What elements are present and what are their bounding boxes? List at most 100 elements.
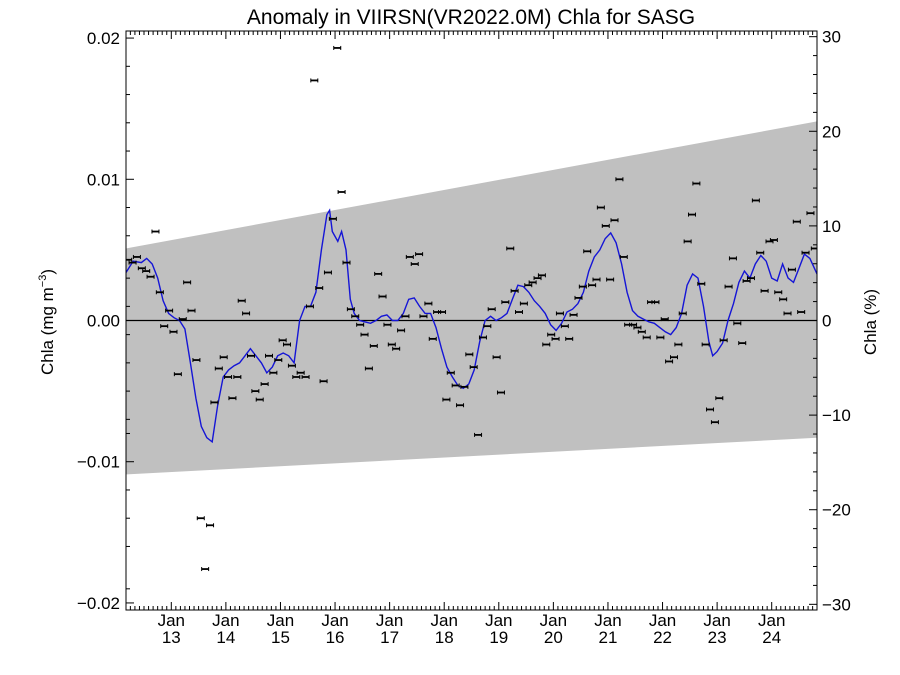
data-point [196,516,205,521]
data-point [542,342,551,347]
data-point [642,335,651,340]
data-point [724,284,733,289]
data-point [219,355,228,360]
data-point [487,307,496,312]
data-point [337,189,346,194]
data-point [296,370,305,375]
data-point [155,290,164,295]
x-tick-label-month: Jan [158,611,185,630]
data-point [779,297,788,302]
data-point [315,286,324,291]
data-point [278,338,287,343]
left-axis-label-exponent: −3 [37,275,49,288]
data-point [424,301,433,306]
data-point [183,280,192,285]
data-point [442,397,451,402]
data-point [260,382,269,387]
data-point [342,260,351,265]
data-point [537,273,546,278]
data-point [456,403,465,408]
data-point [565,336,574,341]
data-point [478,335,487,340]
data-point [160,324,169,329]
data-point [305,304,314,309]
x-tick-label-year: 18 [435,628,454,647]
left-tick-label: 0.01 [87,170,120,189]
x-tick-label-year: 24 [762,628,781,647]
data-point [683,239,692,244]
data-point [465,352,474,357]
data-point [333,45,342,50]
data-point [596,205,605,210]
data-point [178,317,187,322]
data-point [610,218,619,223]
left-axis-label-suffix: ) [38,269,57,275]
data-point [555,311,564,316]
x-tick-label-month: Jan [540,611,567,630]
data-point [233,374,242,379]
right-tick-label: −30 [822,595,851,614]
data-point [392,346,401,351]
data-point [255,397,264,402]
x-tick-label-month: Jan [430,611,457,630]
left-axis-label: Chla (mg m−3) [37,269,57,375]
data-point [142,269,151,274]
data-point [251,389,260,394]
data-point [496,390,505,395]
data-point [469,365,478,370]
data-point [356,322,365,327]
data-point [801,250,810,255]
x-tick-label-month: Jan [758,611,785,630]
data-point [126,257,133,262]
data-point [374,271,383,276]
data-point [201,567,210,572]
data-point [774,290,783,295]
x-tick-label-year: 20 [544,628,563,647]
data-point [651,300,660,305]
data-point [619,254,628,259]
data-point [615,177,624,182]
left-tick-label: 0.02 [87,29,120,48]
data-point [583,249,592,254]
plot-area: 0.02 0.01 0.00 −0.01 −0.02 30 20 10 0 −10 −20 −30 Ja… [77,28,851,647]
data-point [519,301,528,306]
data-point [483,324,492,329]
right-tick-label: −20 [822,501,851,520]
data-point [132,254,141,259]
x-tick-label-month: Jan [649,611,676,630]
data-point [274,358,283,363]
data-point [660,317,669,322]
x-tick-label-month: Jan [594,611,621,630]
data-point [474,432,483,437]
data-point [506,246,515,251]
data-point [346,307,355,312]
x-tick-label-month: Jan [267,611,294,630]
data-point [528,280,537,285]
data-point [524,283,533,288]
x-tick-label-year: 22 [653,628,672,647]
right-axis-label: Chla (%) [861,289,880,355]
x-tick-label-year: 13 [162,628,181,647]
data-point [410,262,419,267]
data-point [678,311,687,316]
data-point [146,274,155,279]
x-tick-label-month: Jan [212,611,239,630]
right-tick-label: 10 [822,217,841,236]
data-point [501,300,510,305]
data-point [428,336,437,341]
data-point [137,266,146,271]
data-point [438,310,447,315]
data-point [710,420,719,425]
series-line-smoothed [126,208,817,444]
data-point [760,288,769,293]
data-point [351,314,360,319]
data-point [214,366,223,371]
left-tick-label: −0.02 [77,594,120,613]
data-point [360,332,369,337]
data-point [733,321,742,326]
data-point [810,246,817,251]
data-point [574,295,583,300]
data-point [578,284,587,289]
data-point [756,250,765,255]
x-tick-label-year: 15 [271,628,290,647]
